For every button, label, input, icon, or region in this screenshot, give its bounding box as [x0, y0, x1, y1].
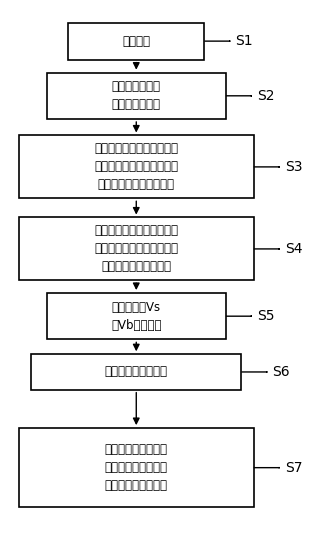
- Text: S3: S3: [285, 160, 302, 174]
- Text: S4: S4: [285, 242, 302, 256]
- Text: 停止加热，同时停止
真空抽气机组，取出
待测样品，完成测试: 停止加热，同时停止 真空抽气机组，取出 待测样品，完成测试: [105, 443, 168, 492]
- Text: S2: S2: [257, 89, 274, 103]
- Text: 多次测量，求平均值: 多次测量，求平均值: [105, 365, 168, 378]
- Text: S5: S5: [257, 309, 274, 323]
- FancyBboxPatch shape: [47, 293, 226, 339]
- FancyBboxPatch shape: [68, 22, 204, 60]
- FancyBboxPatch shape: [19, 218, 254, 280]
- FancyBboxPatch shape: [31, 354, 242, 389]
- Text: S7: S7: [285, 461, 302, 475]
- Text: 抽真空并设定好加热温度并
开始加热至黑体和待测样品
的温度与设定的温度相同: 抽真空并设定好加热温度并 开始加热至黑体和待测样品 的温度与设定的温度相同: [94, 142, 178, 191]
- FancyBboxPatch shape: [19, 136, 254, 198]
- Text: 校准测试: 校准测试: [122, 35, 150, 47]
- Text: S1: S1: [235, 34, 253, 48]
- Text: 分别测试黑体和待测样品能
量，转换成电压信号后传送
至所述计算机处理机构: 分别测试黑体和待测样品能 量，转换成电压信号后传送 至所述计算机处理机构: [94, 224, 178, 273]
- FancyBboxPatch shape: [47, 73, 226, 119]
- FancyBboxPatch shape: [19, 428, 254, 507]
- Text: 处理模块对Vs
和Vb进行处理: 处理模块对Vs 和Vb进行处理: [111, 301, 162, 331]
- Text: S6: S6: [272, 365, 290, 379]
- Text: 置放待测样品，
并关闭真空室门: 置放待测样品， 并关闭真空室门: [112, 80, 161, 111]
